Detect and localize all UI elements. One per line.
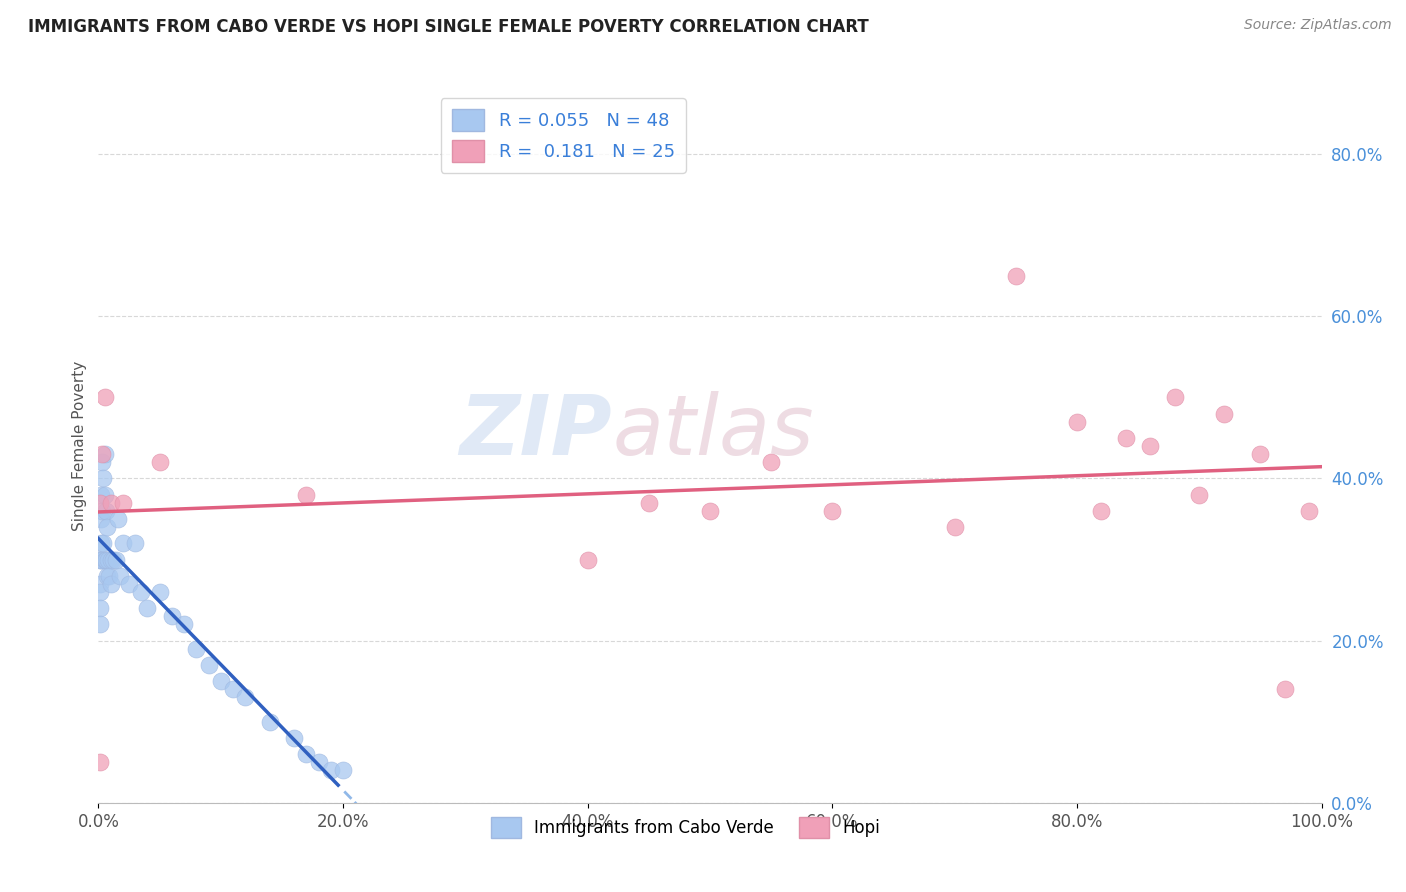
Point [89,756,111,770]
Point [149,585,172,599]
Point [90,552,112,566]
Point [93,390,115,404]
Point [1164,390,1187,404]
Point [1066,415,1088,429]
Point [91,455,114,469]
Point [136,601,159,615]
Point [90,536,112,550]
Point [1274,682,1296,697]
Point [233,690,256,705]
Point [91,536,114,550]
Point [94,504,117,518]
Point [100,496,122,510]
Point [129,585,152,599]
Point [1115,431,1137,445]
Point [118,577,141,591]
Point [222,682,245,697]
Point [1139,439,1161,453]
Point [160,609,183,624]
Point [1188,488,1211,502]
Text: ZIP: ZIP [460,392,612,472]
Point [197,657,219,672]
Point [96,568,118,582]
Point [93,488,115,502]
Point [308,756,330,770]
Point [110,568,132,582]
Point [149,455,172,469]
Point [100,552,122,566]
Point [101,552,124,566]
Point [699,504,721,518]
Text: Source: ZipAtlas.com: Source: ZipAtlas.com [1244,18,1392,32]
Point [821,504,844,518]
Point [259,714,281,729]
Point [1298,504,1320,518]
Point [96,520,118,534]
Point [93,552,115,566]
Text: IMMIGRANTS FROM CABO VERDE VS HOPI SINGLE FEMALE POVERTY CORRELATION CHART: IMMIGRANTS FROM CABO VERDE VS HOPI SINGL… [28,18,869,36]
Point [319,764,342,778]
Point [100,577,122,591]
Point [89,496,111,510]
Point [104,552,127,566]
Point [89,617,111,632]
Point [107,512,129,526]
Point [89,552,111,566]
Point [89,585,111,599]
Point [91,552,114,566]
Point [1004,268,1026,283]
Point [283,731,305,745]
Point [89,601,111,615]
Y-axis label: Single Female Poverty: Single Female Poverty [72,361,87,531]
Point [332,764,354,778]
Point [111,536,134,550]
Point [761,455,783,469]
Point [186,641,208,656]
Point [295,747,318,761]
Point [93,447,115,461]
Legend: Immigrants from Cabo Verde, Hopi: Immigrants from Cabo Verde, Hopi [484,811,887,845]
Point [576,552,599,566]
Point [94,552,117,566]
Point [943,520,966,534]
Text: atlas: atlas [612,392,814,472]
Point [1212,407,1234,421]
Point [90,488,112,502]
Point [209,674,232,689]
Point [1090,504,1112,518]
Point [91,504,114,518]
Point [90,512,112,526]
Point [91,471,114,485]
Point [111,496,134,510]
Point [173,617,195,632]
Point [98,568,121,582]
Point [295,488,318,502]
Point [124,536,146,550]
Point [1249,447,1271,461]
Point [91,447,114,461]
Point [97,552,120,566]
Point [637,496,661,510]
Point [89,577,111,591]
